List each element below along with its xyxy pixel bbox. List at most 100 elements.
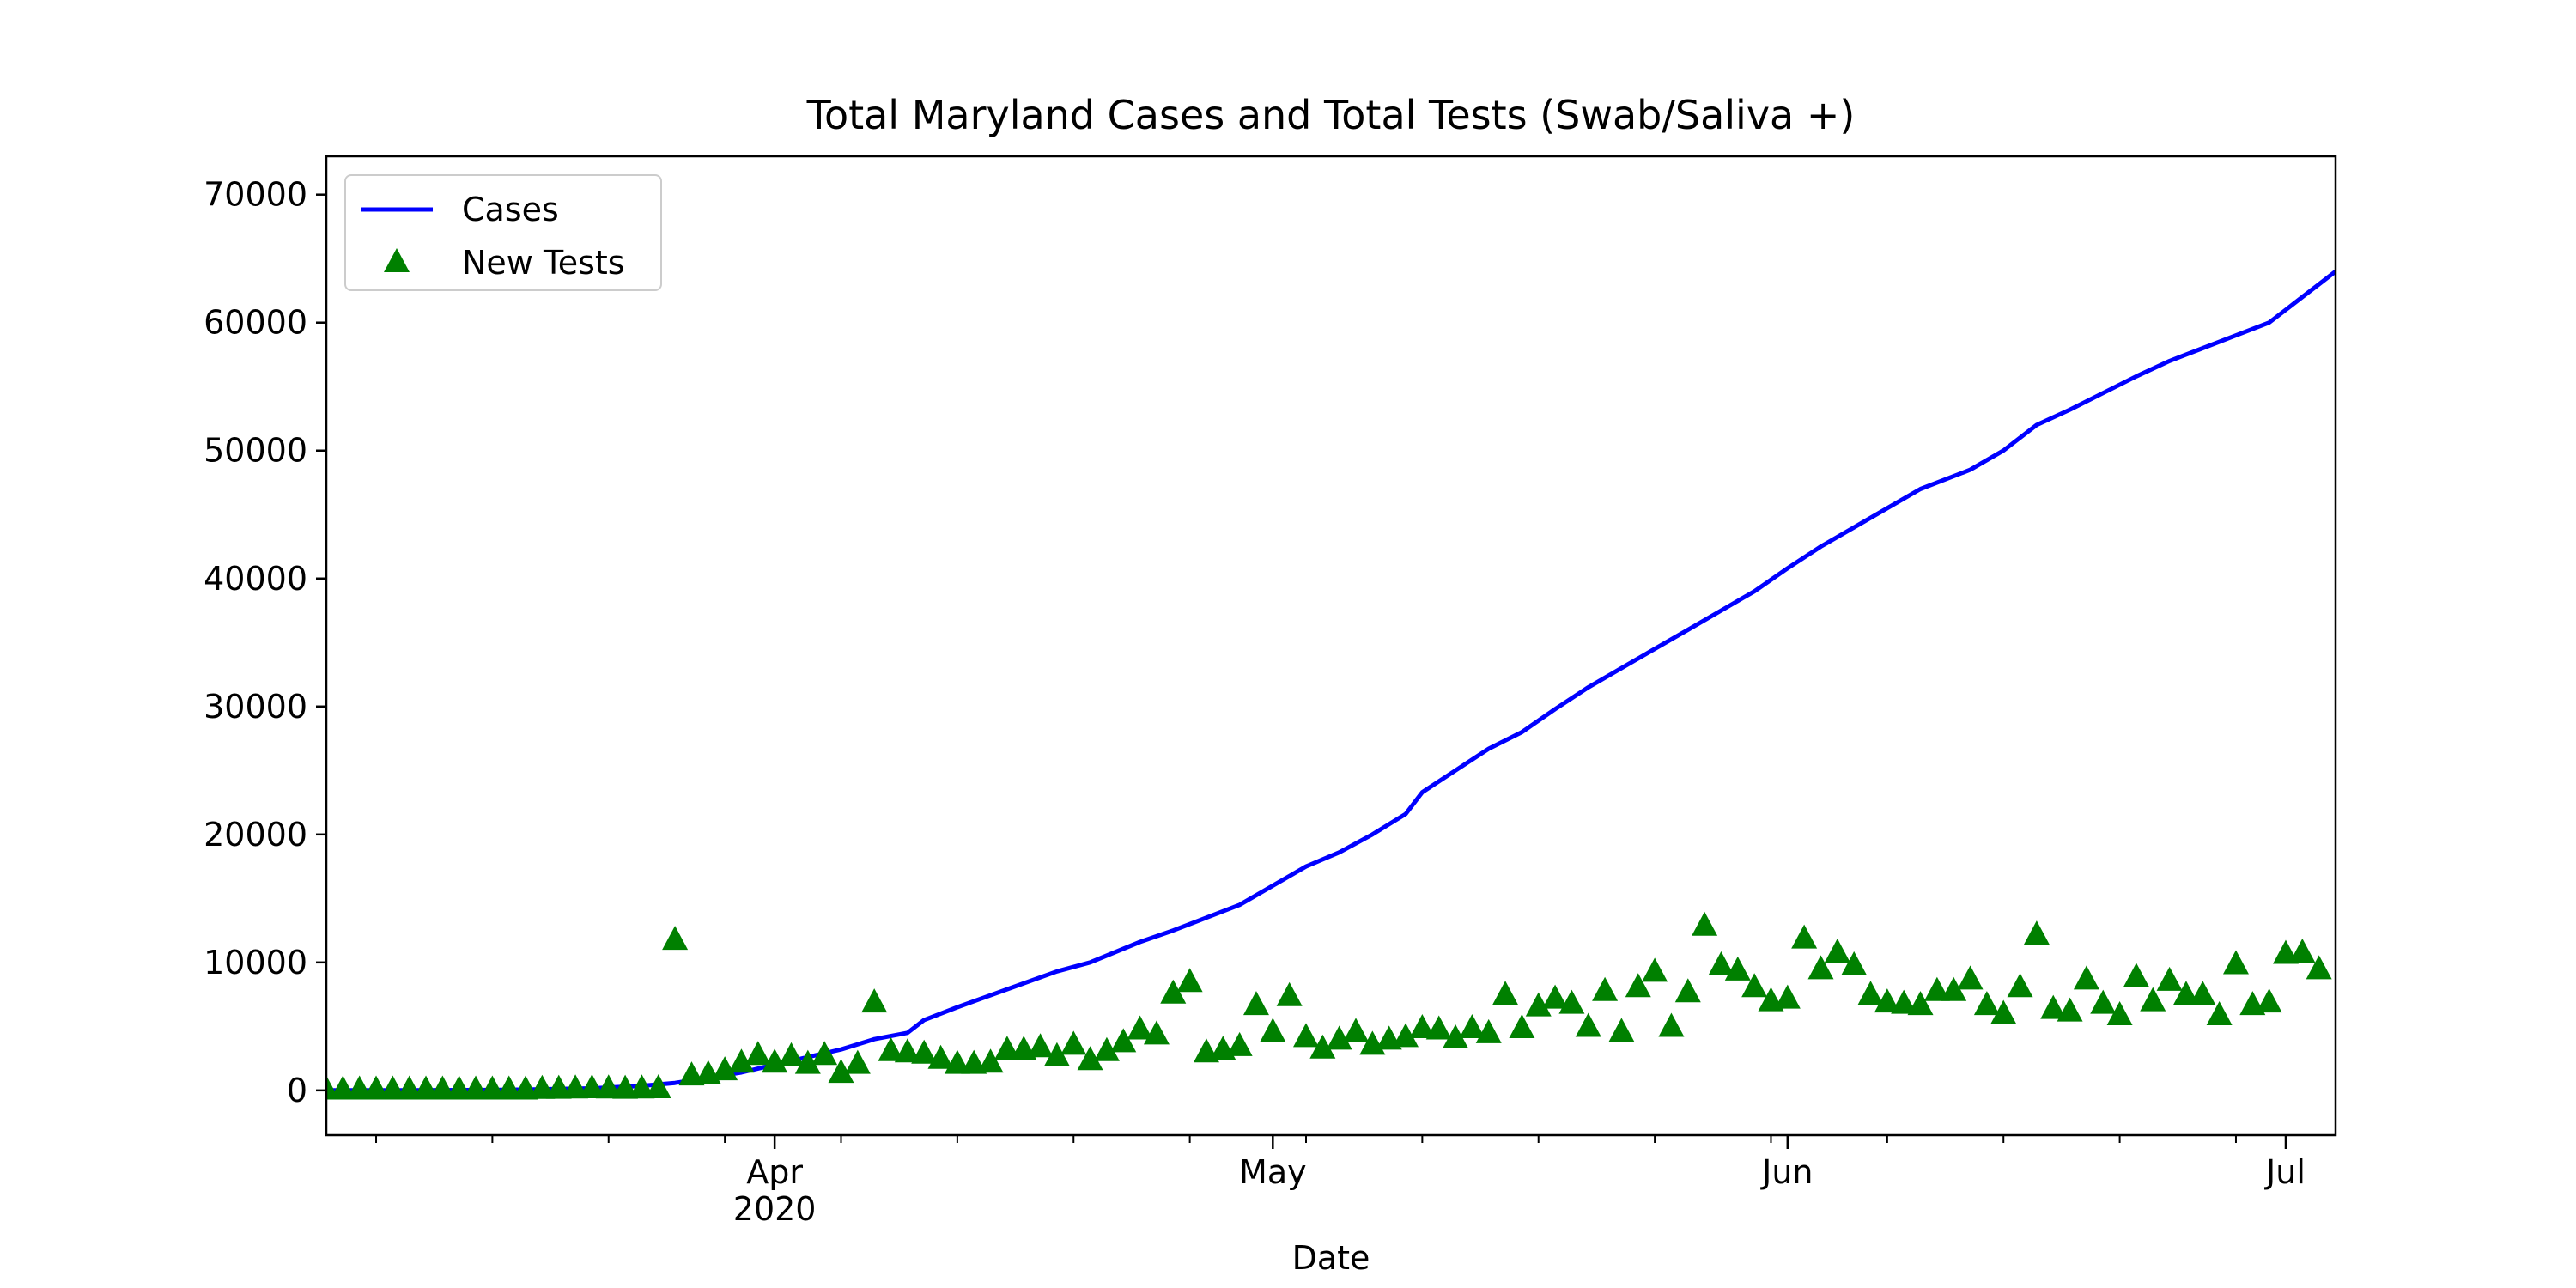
data-point-new-tests	[794, 1049, 821, 1074]
data-point-new-tests	[762, 1048, 788, 1073]
legend-label-new-tests: New Tests	[462, 244, 625, 282]
y-tick-label: 50000	[204, 432, 307, 470]
y-tick-label: 10000	[204, 944, 307, 981]
data-point-new-tests	[1923, 976, 1950, 1001]
data-point-new-tests	[513, 1075, 539, 1100]
data-point-new-tests	[1558, 989, 1585, 1014]
data-point-new-tests	[1027, 1033, 1054, 1058]
data-point-new-tests	[1110, 1028, 1137, 1053]
data-point-new-tests	[1658, 1012, 1685, 1037]
data-point-new-tests	[2090, 989, 2117, 1014]
data-point-new-tests	[1824, 939, 1850, 963]
data-point-new-tests	[894, 1038, 920, 1063]
data-point-new-tests	[1260, 1018, 1286, 1042]
data-point-new-tests	[1160, 979, 1187, 1004]
data-point-new-tests	[1857, 981, 1884, 1005]
data-point-new-tests	[479, 1075, 506, 1100]
x-tick-sublabel: 2020	[733, 1190, 817, 1228]
x-axis-label: Date	[1292, 1239, 1370, 1277]
data-point-new-tests	[1343, 1018, 1370, 1042]
data-point-new-tests	[1791, 924, 1818, 949]
data-point-new-tests	[1077, 1046, 1103, 1071]
y-tick-label: 40000	[204, 560, 307, 598]
data-point-new-tests	[1509, 1013, 1535, 1038]
data-point-new-tests	[1990, 999, 2017, 1024]
data-point-new-tests	[1127, 1015, 1153, 1040]
chart-title: Total Maryland Cases and Total Tests (Sw…	[806, 92, 1856, 138]
data-point-new-tests	[662, 926, 689, 951]
data-point-new-tests	[1242, 991, 1269, 1016]
data-point-new-tests	[1309, 1034, 1336, 1059]
data-point-new-tests	[529, 1074, 556, 1099]
data-point-new-tests	[1393, 1023, 1419, 1048]
data-point-new-tests	[1226, 1031, 1253, 1056]
data-point-new-tests	[2140, 987, 2166, 1012]
y-tick-label: 0	[287, 1072, 307, 1109]
y-tick-label: 30000	[204, 688, 307, 726]
data-point-new-tests	[828, 1059, 854, 1084]
data-point-new-tests	[1492, 981, 1519, 1005]
data-point-new-tests	[1425, 1015, 1452, 1040]
data-point-new-tests	[1060, 1030, 1087, 1055]
data-point-new-tests	[2289, 939, 2316, 963]
plot-area: 0 10000 20000 30000 40000 50000 60000 70000 Apr2…	[204, 155, 2337, 1228]
data-point-new-tests	[744, 1041, 771, 1066]
data-point-new-tests	[993, 1036, 1020, 1060]
data-point-new-tests	[2040, 994, 2067, 1019]
data-point-new-tests	[911, 1039, 938, 1064]
data-point-new-tests	[977, 1048, 1004, 1073]
data-point-new-tests	[363, 1075, 390, 1100]
data-point-new-tests	[944, 1049, 970, 1074]
data-point-new-tests	[2106, 1001, 2133, 1026]
data-point-new-tests	[645, 1073, 671, 1098]
data-point-new-tests	[346, 1075, 373, 1100]
data-point-new-tests	[1774, 984, 1801, 1009]
data-point-new-tests	[629, 1074, 655, 1099]
data-point-new-tests	[1176, 968, 1203, 993]
data-point-new-tests	[2007, 973, 2033, 998]
data-point-new-tests	[1093, 1036, 1120, 1061]
data-point-new-tests	[1907, 991, 1934, 1016]
data-point-new-tests	[2256, 988, 2282, 1013]
data-point-new-tests	[712, 1056, 738, 1081]
data-point-new-tests	[579, 1073, 605, 1098]
data-point-new-tests	[2306, 955, 2332, 980]
y-tick-label: 20000	[204, 816, 307, 854]
data-point-new-tests	[2206, 1001, 2233, 1026]
data-point-new-tests	[728, 1048, 755, 1073]
data-point-new-tests	[861, 988, 888, 1013]
data-point-new-tests	[1443, 1024, 1469, 1048]
data-point-new-tests	[562, 1074, 589, 1099]
data-point-new-tests	[2190, 981, 2216, 1005]
legend-label-cases: Cases	[462, 191, 559, 228]
data-point-new-tests	[463, 1075, 489, 1100]
data-point-new-tests	[811, 1041, 838, 1066]
data-point-new-tests	[545, 1074, 572, 1099]
y-tick-label: 60000	[204, 304, 307, 342]
data-point-new-tests	[1043, 1042, 1070, 1066]
legend-triangle-swatch	[384, 248, 410, 272]
data-point-new-tests	[1326, 1025, 1352, 1050]
data-point-new-tests	[2023, 920, 2050, 945]
data-point-new-tests	[1542, 984, 1569, 1009]
data-point-new-tests	[2073, 965, 2099, 990]
data-point-new-tests	[429, 1075, 456, 1100]
data-point-new-tests	[1724, 956, 1751, 981]
data-point-new-tests	[878, 1036, 904, 1061]
data-point-new-tests	[1891, 989, 1917, 1014]
data-point-new-tests	[1841, 951, 1868, 975]
data-point-new-tests	[1625, 973, 1651, 998]
plot-frame	[325, 155, 2337, 1137]
x-tick-label: Apr	[746, 1153, 803, 1191]
data-point-new-tests	[1459, 1013, 1485, 1038]
data-point-new-tests	[330, 1075, 356, 1100]
data-point-new-tests	[1957, 965, 1984, 990]
data-point-new-tests	[1973, 991, 2000, 1016]
data-point-new-tests	[1475, 1018, 1502, 1043]
data-point-new-tests	[595, 1074, 622, 1099]
data-point-new-tests	[2057, 997, 2083, 1022]
data-point-new-tests	[1575, 1012, 1601, 1037]
data-point-new-tests	[396, 1075, 422, 1100]
data-point-new-tests	[2123, 963, 2149, 987]
